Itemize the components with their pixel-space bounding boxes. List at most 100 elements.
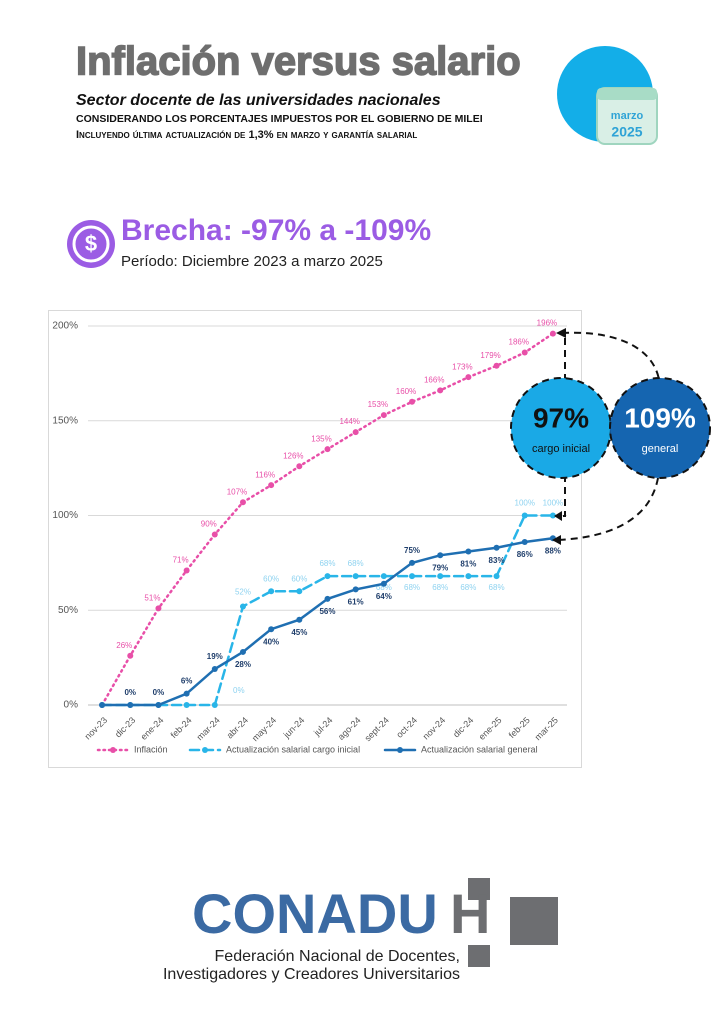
- value-label: 68%: [376, 583, 392, 592]
- logo-text: CONADU: [192, 882, 438, 945]
- value-label: 60%: [291, 574, 307, 583]
- value-label: 116%: [255, 470, 275, 479]
- point: [549, 512, 556, 519]
- point: [409, 559, 416, 566]
- point: [380, 573, 387, 580]
- value-label: 144%: [339, 417, 359, 426]
- y-tick-label: 150%: [52, 415, 78, 426]
- arrow: [558, 475, 566, 517]
- point: [437, 573, 444, 580]
- point: [465, 374, 472, 381]
- y-tick-label: 50%: [58, 605, 78, 616]
- legend-label: Actualización salarial general: [421, 744, 538, 754]
- arrowhead: [552, 535, 561, 545]
- point: [324, 446, 331, 453]
- point: [296, 616, 303, 623]
- value-label: 52%: [235, 588, 251, 597]
- value-label: 126%: [283, 451, 303, 460]
- arrow: [555, 477, 659, 541]
- point: [268, 588, 275, 595]
- point: [380, 412, 387, 419]
- legend-marker: [397, 747, 403, 753]
- arrow: [561, 331, 661, 391]
- point: [99, 702, 106, 708]
- arrowhead: [556, 328, 566, 338]
- calendar-month: marzo: [611, 110, 644, 122]
- value-label: 90%: [201, 520, 217, 529]
- point: [239, 499, 246, 506]
- value-label: 71%: [173, 556, 189, 565]
- value-label: 186%: [509, 338, 529, 347]
- annotation-label: cargo inicial: [532, 443, 590, 455]
- value-label: 160%: [396, 387, 416, 396]
- point: [437, 387, 444, 394]
- y-tick-label: 100%: [52, 510, 78, 521]
- point: [324, 573, 331, 580]
- value-label: 81%: [460, 560, 476, 569]
- calendar-year: 2025: [611, 124, 642, 140]
- brecha-title: Brecha: -97% a -109%: [121, 214, 431, 247]
- value-label: 79%: [432, 563, 448, 572]
- annotation-value: 97%: [533, 402, 589, 433]
- point: [211, 702, 218, 708]
- point: [352, 429, 359, 436]
- brecha-period: Período: Diciembre 2023 a marzo 2025: [121, 253, 383, 270]
- value-label: 0%: [124, 688, 136, 697]
- point: [380, 580, 387, 587]
- value-label: 60%: [263, 574, 279, 583]
- value-label: 179%: [480, 351, 500, 360]
- value-label: 28%: [235, 660, 251, 669]
- legend-marker: [110, 747, 116, 753]
- value-label: 83%: [489, 556, 505, 565]
- brecha-icon-symbol: $: [85, 231, 97, 256]
- value-label: 68%: [319, 559, 335, 568]
- point: [493, 573, 500, 580]
- value-label: 107%: [227, 487, 247, 496]
- value-label: 6%: [181, 677, 193, 686]
- point: [268, 482, 275, 489]
- point: [155, 605, 162, 612]
- point: [521, 512, 528, 519]
- point: [409, 398, 416, 405]
- legend-label: Inflación: [134, 744, 168, 754]
- point: [268, 626, 275, 633]
- point: [521, 539, 528, 546]
- point: [521, 349, 528, 356]
- legend-label: Actualización salarial cargo inicial: [226, 744, 360, 754]
- value-label: 196%: [537, 319, 557, 328]
- value-label: 56%: [319, 607, 335, 616]
- logo-square: [468, 945, 490, 967]
- point: [296, 463, 303, 470]
- arrowhead: [554, 511, 562, 521]
- value-label: 88%: [545, 546, 561, 555]
- point: [493, 544, 500, 551]
- annotation-bubble: [609, 377, 711, 479]
- y-tick-label: 0%: [64, 700, 79, 711]
- point: [211, 665, 218, 672]
- chart-frame: [48, 310, 582, 768]
- value-label: 75%: [404, 546, 420, 555]
- value-label: 68%: [404, 583, 420, 592]
- chart: 0%50%100%150%200%nov-23 dic-23 ene-24 feb-2…: [52, 319, 567, 754]
- value-label: 68%: [348, 559, 364, 568]
- logo-square: [468, 878, 490, 900]
- logo-caption: Federación Nacional de Docentes,: [215, 948, 460, 965]
- title: Inflación versus salario: [76, 40, 521, 84]
- value-label: 64%: [376, 592, 392, 601]
- value-label: 86%: [517, 550, 533, 559]
- value-label: 135%: [311, 434, 331, 443]
- point: [549, 330, 556, 337]
- point: [493, 362, 500, 369]
- value-label: 61%: [348, 598, 364, 607]
- value-label: 68%: [489, 583, 505, 592]
- point: [352, 573, 359, 580]
- note-line: Incluyendo última actualización de 1,3% …: [76, 129, 417, 141]
- annotation-value: 109%: [624, 402, 696, 433]
- value-label: 166%: [424, 376, 444, 385]
- point: [437, 552, 444, 559]
- value-label: 26%: [116, 641, 132, 650]
- value-label: 51%: [144, 593, 160, 602]
- point: [211, 531, 218, 538]
